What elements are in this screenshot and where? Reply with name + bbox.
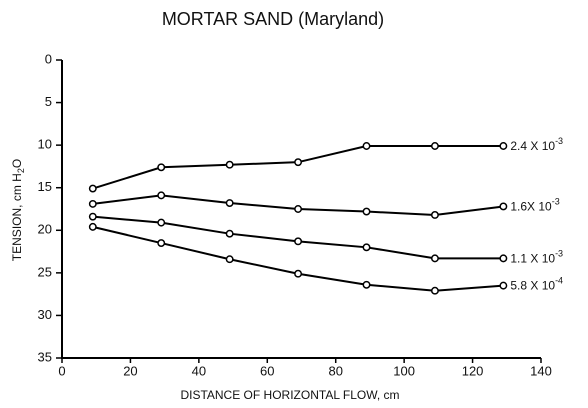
point — [157, 191, 166, 200]
point — [430, 286, 439, 295]
y-tick-label: 10 — [38, 137, 52, 152]
point — [430, 142, 439, 150]
point — [88, 222, 97, 231]
x-tick-label: 140 — [530, 363, 552, 378]
point — [225, 199, 234, 207]
point — [362, 243, 371, 252]
y-tick-label: 5 — [45, 94, 52, 109]
point — [499, 202, 508, 211]
series-exponent: -4 — [555, 276, 563, 286]
point — [88, 212, 97, 221]
series-exponent: -3 — [552, 197, 560, 207]
series-label: 5.8 X 10-4 — [510, 276, 563, 293]
point — [225, 229, 234, 238]
point — [294, 205, 303, 213]
series-name: 5.8 X 10 — [510, 279, 555, 293]
point — [294, 237, 303, 246]
point — [88, 199, 97, 208]
x-tick-label: 0 — [58, 363, 65, 378]
chart-title: MORTAR SAND (Maryland) — [162, 9, 384, 29]
y-tick-label: 35 — [38, 349, 52, 364]
series-label: 2.4 X 10-3 — [510, 136, 563, 153]
x-tick-label: 80 — [328, 363, 342, 378]
point — [294, 269, 303, 278]
x-tick-label: 60 — [260, 363, 274, 378]
point — [362, 142, 371, 150]
point — [362, 207, 371, 216]
y-tick-label: 0 — [45, 51, 52, 66]
series-exponent: -3 — [555, 136, 563, 146]
x-tick-label: 40 — [192, 363, 206, 378]
series-name: 1.1 X 10 — [510, 252, 555, 266]
point — [362, 280, 371, 289]
y-tick-label: 30 — [38, 307, 52, 322]
series-exponent: -3 — [555, 249, 563, 259]
x-axis-label: DISTANCE OF HORIZONTAL FLOW, cm — [180, 388, 399, 402]
point — [225, 160, 234, 169]
y-tick-label: 20 — [38, 222, 52, 237]
y-tick-label: 15 — [38, 179, 52, 194]
y-label-subscript: 2 — [16, 168, 26, 173]
x-tick-label: 120 — [462, 363, 484, 378]
series-label: 1.1 X 10-3 — [510, 249, 563, 266]
y-axis-label: TENSION, cm H2O — [10, 159, 26, 261]
point — [88, 184, 97, 193]
y-tick-label: 25 — [38, 264, 52, 279]
point — [430, 211, 439, 219]
point — [157, 218, 166, 227]
y-label-part: O — [10, 159, 24, 168]
series-name: 1.6X 10 — [510, 200, 552, 214]
point — [499, 254, 508, 263]
point — [157, 239, 166, 248]
y-label-part: TENSION, cm H — [10, 173, 24, 261]
point — [499, 281, 508, 290]
series-line — [92, 144, 504, 190]
series-label: 1.6X 10-3 — [510, 197, 559, 214]
point — [294, 158, 303, 167]
x-tick-label: 20 — [123, 363, 137, 378]
series-name: 2.4 X 10 — [510, 139, 555, 153]
point — [157, 163, 166, 172]
point — [499, 142, 508, 150]
x-tick-label: 100 — [393, 363, 415, 378]
point — [430, 254, 439, 263]
point — [225, 255, 234, 264]
